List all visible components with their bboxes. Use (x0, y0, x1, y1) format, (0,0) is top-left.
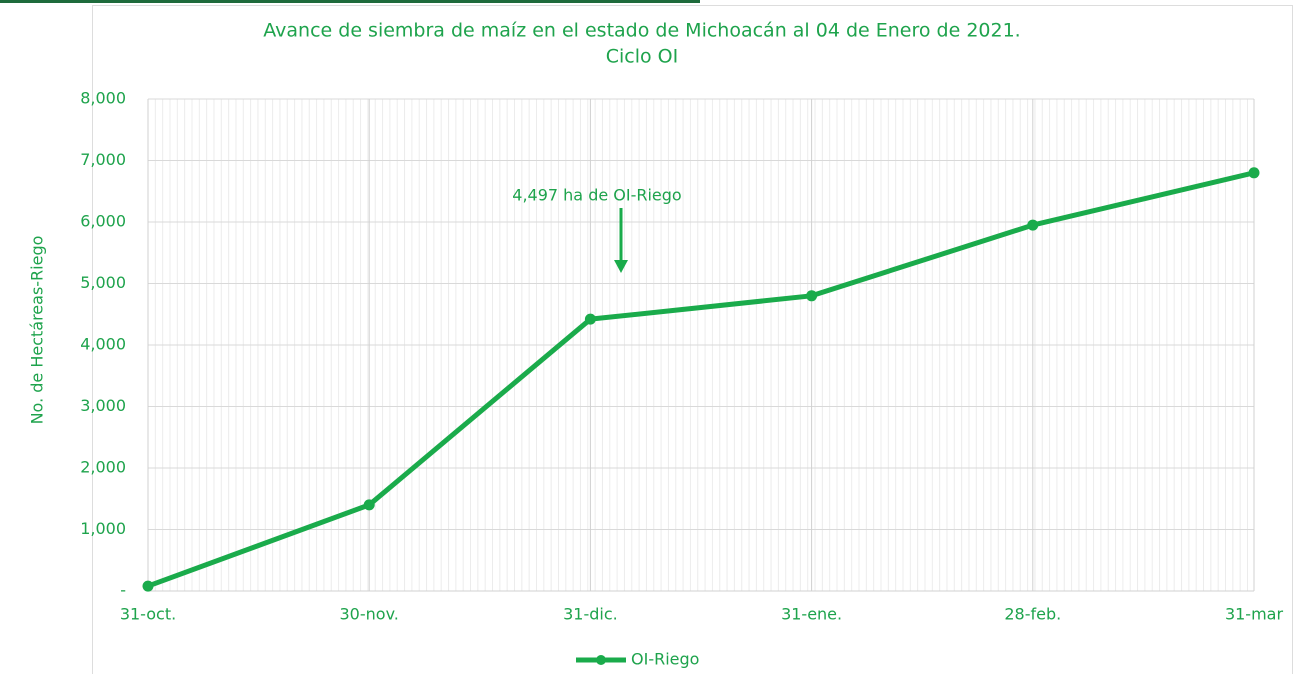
x-tick-label: 28-feb. (1004, 605, 1061, 624)
y-tick-label: 5,000 (80, 273, 126, 292)
y-tick-label: 8,000 (80, 89, 126, 108)
x-tick-label: 31-oct. (120, 605, 176, 624)
y-tick-label: - (120, 581, 126, 600)
y-tick-label: 3,000 (80, 396, 126, 415)
point (363, 499, 375, 511)
chart-subtitle: Ciclo OI (606, 46, 679, 68)
point (1027, 219, 1039, 231)
point (142, 580, 154, 592)
x-tick-label: 31-ene. (781, 605, 842, 624)
annotation: 4,497 ha de OI-Riego (512, 186, 681, 205)
y-axis-label: No. de Hectáreas-Riego (28, 236, 47, 425)
chart-title: Avance de siembra de maíz en el estado d… (263, 20, 1020, 42)
y-tick-label: 4,000 (80, 335, 126, 354)
point (806, 290, 818, 302)
y-tick-label: 2,000 (80, 458, 126, 477)
legend-label: OI-Riego (631, 650, 699, 669)
point (584, 313, 596, 325)
x-tick-label: 31-mar (1225, 605, 1284, 624)
y-tick-label: 6,000 (80, 212, 126, 231)
y-tick-label: 7,000 (80, 150, 126, 169)
top-bar (0, 0, 700, 3)
point (1248, 167, 1260, 179)
x-tick-label: 31-dic. (563, 605, 618, 624)
annotation-arrowhead (614, 260, 628, 273)
line (147, 170, 1255, 589)
x-tick-label: 30-nov. (340, 605, 399, 624)
legend-marker (596, 655, 606, 665)
y-tick-label: 1,000 (80, 519, 126, 538)
chart-border (92, 5, 1293, 674)
